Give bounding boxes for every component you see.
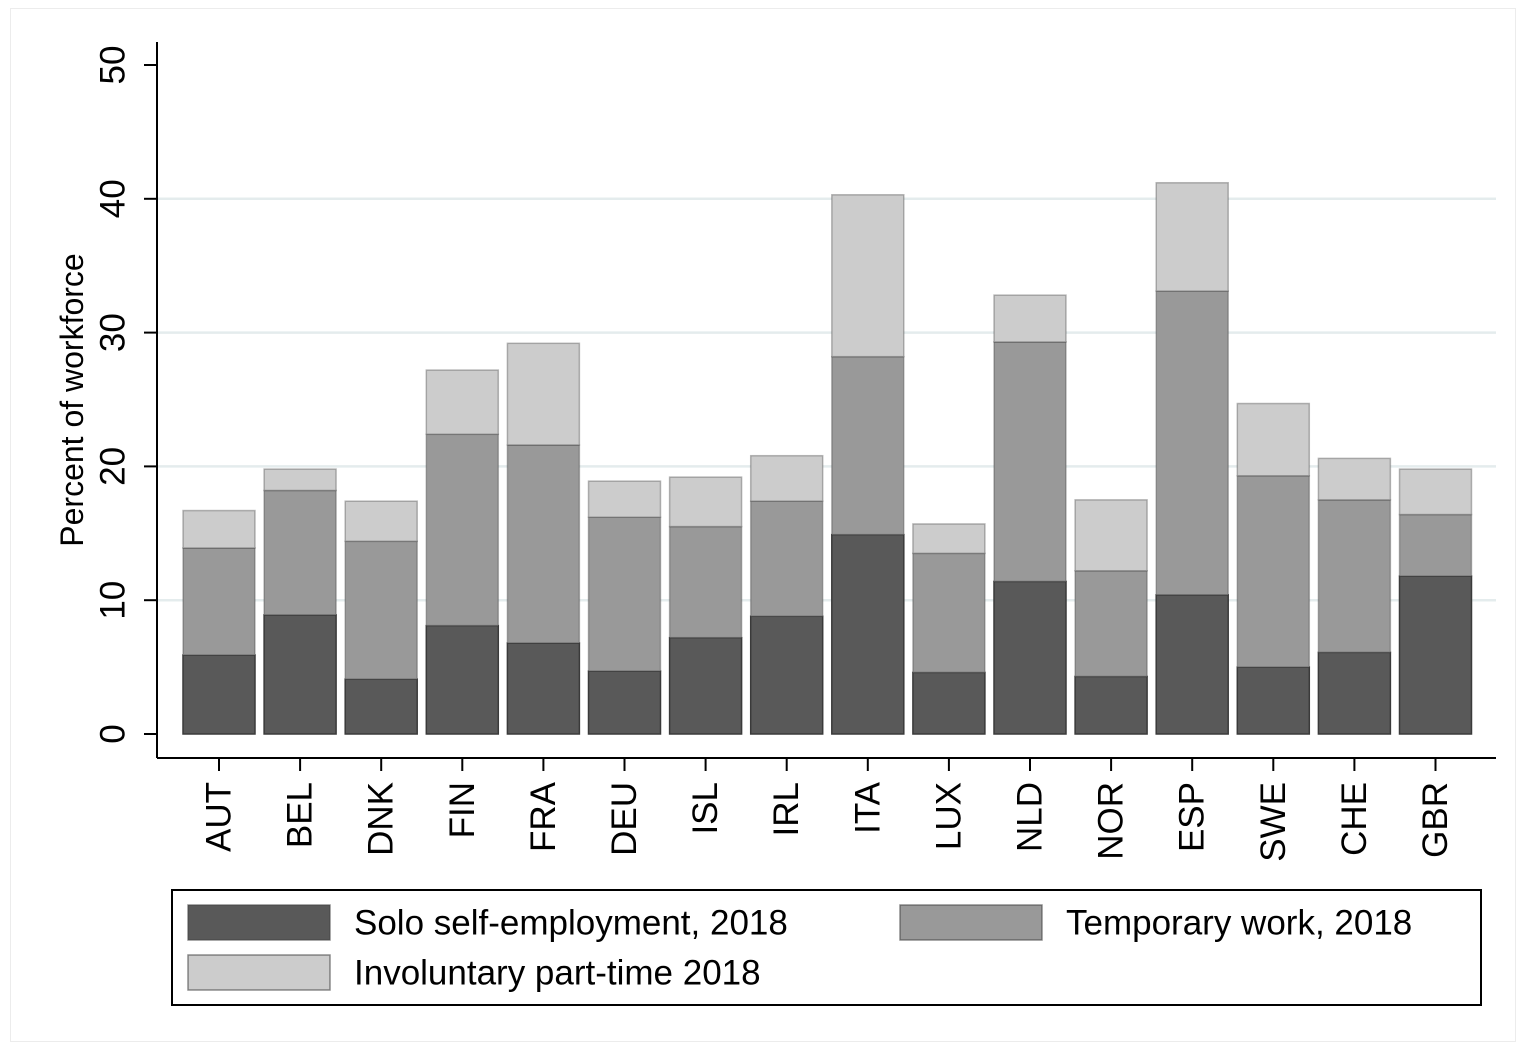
x-tick-label-che: CHE xyxy=(1335,782,1374,856)
bar-segment-deu-2 xyxy=(587,480,662,518)
x-tick-label-gbr: GBR xyxy=(1416,782,1455,858)
bar-segment-fin-2 xyxy=(425,369,500,436)
bar-segment-swe-0 xyxy=(1236,666,1311,735)
bar-segment-fra-2 xyxy=(506,342,581,446)
bar-segment-ita-0 xyxy=(831,533,905,735)
x-tick-label-bel: BEL xyxy=(281,782,320,848)
bar-segment-isl-2 xyxy=(668,476,743,528)
bar-segment-esp-0 xyxy=(1155,594,1229,735)
bar-segment-aut-1 xyxy=(182,547,256,656)
bar-segment-che-1 xyxy=(1317,499,1392,654)
bar-segment-deu-1 xyxy=(587,516,662,672)
x-tick-label-esp: ESP xyxy=(1173,782,1212,852)
bar-segment-che-0 xyxy=(1317,651,1392,735)
bar-segment-aut-0 xyxy=(182,654,256,735)
bar-segment-swe-2 xyxy=(1236,402,1311,477)
bar-segment-nld-1 xyxy=(993,341,1067,583)
bar-segment-fin-1 xyxy=(425,433,500,627)
bar-segment-swe-1 xyxy=(1236,475,1311,668)
bar-segment-irl-2 xyxy=(749,454,824,502)
bar-segment-ita-2 xyxy=(831,194,905,358)
bar-segment-fra-1 xyxy=(506,444,581,644)
bar-segment-nor-1 xyxy=(1074,570,1148,678)
y-tick-label: 50 xyxy=(94,46,133,85)
bar-segment-irl-1 xyxy=(749,500,824,618)
bar-segment-gbr-0 xyxy=(1398,575,1473,735)
x-tick-label-swe: SWE xyxy=(1254,782,1293,862)
bar-segment-gbr-1 xyxy=(1398,513,1473,577)
x-tick-label-isl: ISL xyxy=(686,782,725,835)
bar-segment-deu-0 xyxy=(587,670,662,735)
x-tick-label-dnk: DNK xyxy=(362,782,401,856)
bar-segment-nor-0 xyxy=(1074,675,1148,735)
x-tick-label-fra: FRA xyxy=(524,781,563,852)
x-tick-label-irl: IRL xyxy=(767,782,806,836)
y-ticks: 0 10 20 30 40 50 xyxy=(94,46,157,744)
y-tick-label: 40 xyxy=(94,179,133,218)
bar-segment-esp-2 xyxy=(1155,181,1229,292)
y-tick-label: 10 xyxy=(94,581,133,620)
bar-segment-bel-2 xyxy=(263,468,337,492)
bar-segment-dnk-0 xyxy=(344,678,418,735)
bar-segment-gbr-2 xyxy=(1398,468,1473,516)
bar-segment-bel-0 xyxy=(263,614,337,735)
y-axis-title: Percent of workforce xyxy=(54,253,90,546)
legend-label: Temporary work, 2018 xyxy=(1066,904,1412,943)
legend-swatch xyxy=(187,954,331,991)
legend-swatch xyxy=(899,904,1043,941)
bar-segment-ita-1 xyxy=(831,355,905,536)
bar-segment-dnk-1 xyxy=(344,540,418,680)
legend-swatch xyxy=(187,904,331,941)
x-tick-label-ita: ITA xyxy=(848,781,887,834)
y-tick-label: 0 xyxy=(94,724,133,743)
bar-segment-che-2 xyxy=(1317,457,1392,501)
x-ticks: AUT BEL DNK FIN FRA DEU ISL IRL ITA LUX NLD NOR ESP S… xyxy=(200,758,1455,862)
bar-segment-esp-1 xyxy=(1155,290,1229,596)
bar-segment-dnk-2 xyxy=(344,500,418,543)
x-tick-label-aut: AUT xyxy=(200,782,239,852)
bar-segment-bel-1 xyxy=(263,489,337,616)
bar-segment-nor-2 xyxy=(1074,499,1148,572)
y-tick-label: 20 xyxy=(94,447,133,486)
x-tick-label-nor: NOR xyxy=(1092,782,1131,860)
x-tick-label-lux: LUX xyxy=(929,782,968,850)
bar-segment-fin-0 xyxy=(425,624,500,735)
bar-segment-isl-1 xyxy=(668,525,743,639)
bars xyxy=(182,181,1473,735)
x-tick-label-fin: FIN xyxy=(443,782,482,838)
bar-segment-lux-2 xyxy=(912,523,986,555)
bar-segment-irl-0 xyxy=(749,615,824,735)
x-tick-label-deu: DEU xyxy=(605,782,644,856)
bar-segment-aut-2 xyxy=(182,509,256,549)
bar-segment-nld-2 xyxy=(993,294,1067,343)
y-tick-label: 30 xyxy=(94,313,133,352)
legend: Solo self-employment, 2018 Temporary work… xyxy=(171,889,1482,1006)
legend-box xyxy=(171,889,1482,1006)
bar-segment-lux-0 xyxy=(912,671,986,735)
bar-segment-isl-0 xyxy=(668,636,743,735)
bar-segment-nld-0 xyxy=(993,580,1067,735)
bar-segment-fra-0 xyxy=(506,642,581,735)
legend-label: Solo self-employment, 2018 xyxy=(354,904,788,943)
x-tick-label-nld: NLD xyxy=(1011,782,1050,852)
legend-label: Involuntary part-time 2018 xyxy=(354,954,761,993)
bar-segment-lux-1 xyxy=(912,552,986,674)
